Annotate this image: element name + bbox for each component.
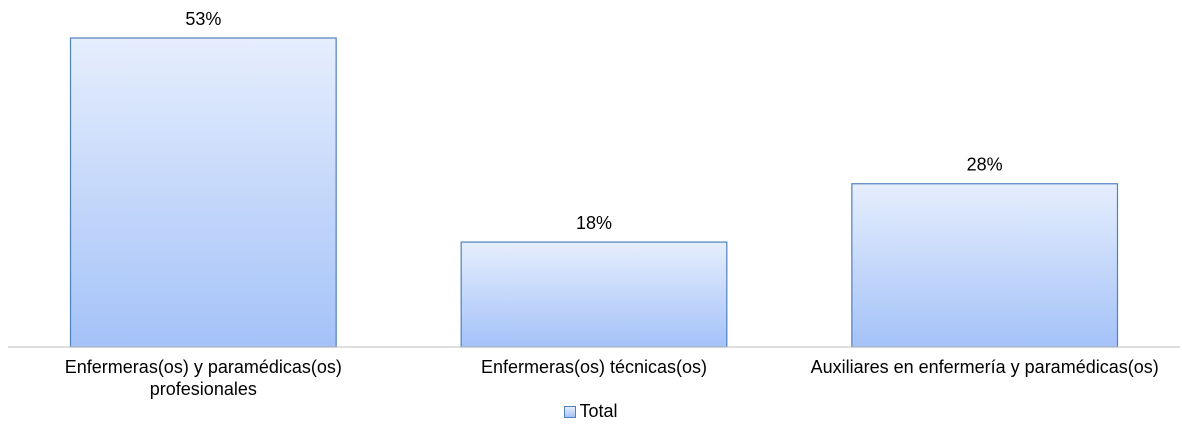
x-tick-label: Enfermeras(os) y paramédicas(os) profesi…: [64, 357, 342, 399]
data-label: 53%: [185, 9, 221, 29]
data-label: 18%: [576, 213, 612, 233]
data-label: 28%: [967, 155, 1003, 175]
legend-swatch: [564, 405, 577, 418]
legend-label: Total: [579, 401, 618, 421]
bar: [851, 183, 1119, 348]
legend: Total: [0, 401, 1182, 422]
bar: [460, 241, 728, 348]
x-tick-label: Enfermeras(os) técnicas(os): [480, 357, 708, 377]
x-tick-label: Auxiliares en enfermería y paramédicas(o…: [810, 357, 1159, 377]
bar: [69, 37, 337, 348]
